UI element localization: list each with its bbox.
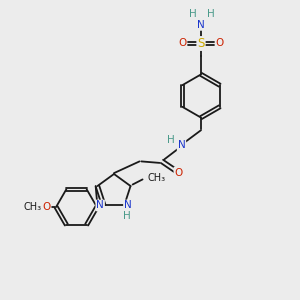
Text: CH₃: CH₃ xyxy=(148,172,166,183)
Text: N: N xyxy=(124,200,132,211)
Text: S: S xyxy=(197,37,205,50)
Text: N: N xyxy=(178,140,185,151)
Text: O: O xyxy=(178,38,187,49)
Text: H: H xyxy=(189,9,196,20)
Text: O: O xyxy=(215,38,224,49)
Text: O: O xyxy=(174,167,183,178)
Text: H: H xyxy=(123,211,130,221)
Text: O: O xyxy=(42,202,51,212)
Text: N: N xyxy=(96,200,104,211)
Text: N: N xyxy=(197,20,205,30)
Text: H: H xyxy=(167,135,175,145)
Text: CH₃: CH₃ xyxy=(24,202,42,212)
Text: H: H xyxy=(207,9,214,20)
